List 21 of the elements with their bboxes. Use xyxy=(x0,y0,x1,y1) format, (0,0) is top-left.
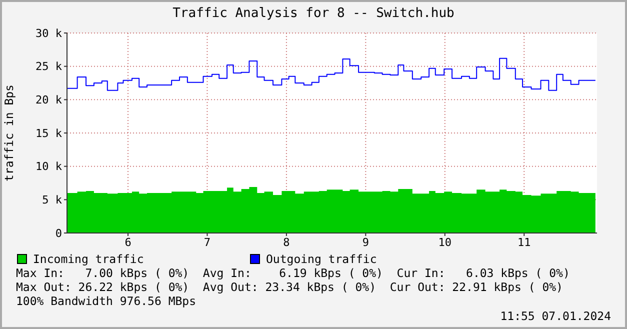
y-tick-label: 25 k xyxy=(36,60,62,74)
x-tick-label: 6 xyxy=(124,236,132,249)
legend-label: Incoming traffic xyxy=(33,252,144,266)
text: Max In: 7.00 kBps ( 0%) Avg In: 6.19 kBps ( 0%) Cur In: 6.03 kBps ( 0%) xyxy=(16,266,571,280)
x-tick-label: 9 xyxy=(362,236,369,249)
chart-title: Traffic Analysis for 8 -- Switch.hub xyxy=(172,6,456,21)
x-tick-label: 10 xyxy=(438,236,452,249)
y-tick-label: 5 k xyxy=(42,194,62,207)
x-tick-label: 8 xyxy=(283,236,290,249)
text: 100% Bandwidth 976.56 MBps xyxy=(16,294,198,308)
y-tick-label: 15 k xyxy=(36,126,62,140)
legend-label: Outgoing traffic xyxy=(266,252,377,266)
y-tick-label: 10 k xyxy=(36,160,62,174)
y-tick-label: 0 xyxy=(55,226,62,240)
text: Max Out: 26.22 kBps ( 0%) Avg Out: 23.34 kBps ( 0%) Cur Out: 22.91 kBps ( 0%) xyxy=(16,280,564,294)
text: 11:55 07.01.2024 xyxy=(500,309,611,323)
y-tick-label: 30 k xyxy=(36,26,62,40)
y-tick-label: 20 k xyxy=(36,94,62,107)
x-tick-label: 7 xyxy=(204,236,211,249)
y-axis-title: traffic in Bps xyxy=(2,84,16,182)
x-tick-label: 11 xyxy=(517,236,531,249)
